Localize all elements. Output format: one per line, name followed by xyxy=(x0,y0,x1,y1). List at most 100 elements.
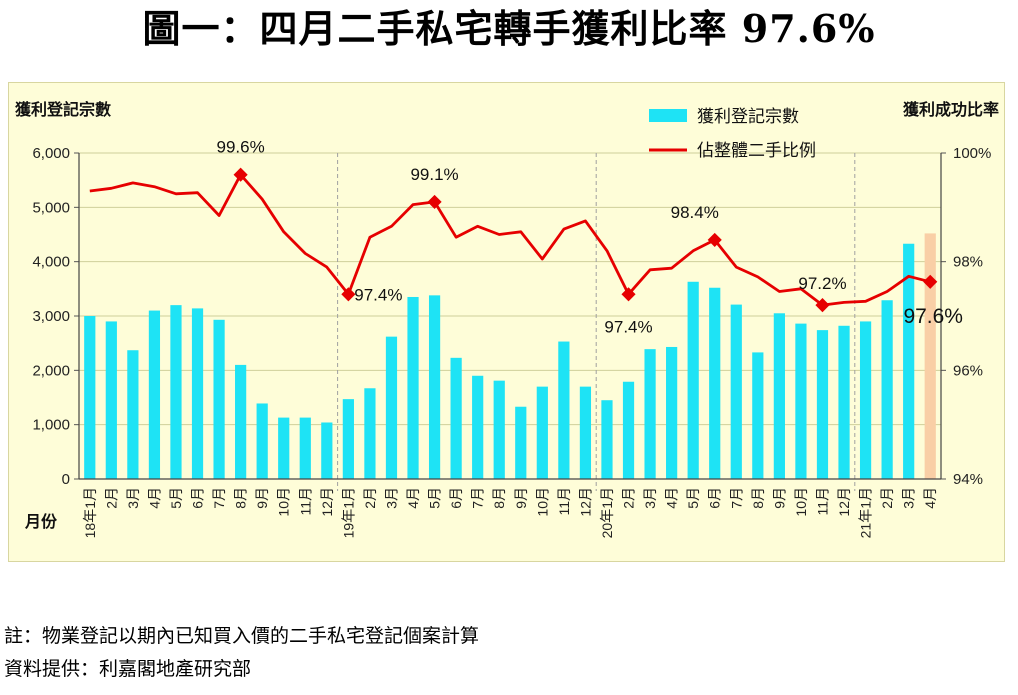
x-tick-label: 3月 xyxy=(901,487,917,509)
data-label: 97.4% xyxy=(354,285,402,304)
left-tick-label: 6,000 xyxy=(32,145,70,162)
left-tick-label: 5,000 xyxy=(32,199,70,216)
data-label: 99.6% xyxy=(217,138,265,157)
x-tick-label: 12月 xyxy=(836,487,852,517)
x-tick-label: 12月 xyxy=(319,487,335,517)
left-axis-title: 獲利登記宗數 xyxy=(15,100,111,119)
bar xyxy=(709,287,721,479)
bar xyxy=(191,308,204,479)
bar xyxy=(644,349,656,479)
x-tick-label: 20年1月 xyxy=(599,487,615,538)
x-tick-label: 10月 xyxy=(793,487,809,517)
bar xyxy=(278,417,290,479)
bar xyxy=(903,243,915,479)
x-tick-label: 2月 xyxy=(879,487,895,509)
bar xyxy=(558,341,570,479)
bar xyxy=(342,399,354,479)
bar xyxy=(601,400,613,479)
x-tick-label: 8月 xyxy=(750,487,766,509)
data-label: 99.1% xyxy=(410,165,458,184)
x-tick-label: 9月 xyxy=(771,487,787,509)
bar xyxy=(256,403,268,479)
bar xyxy=(407,296,419,479)
footnote: 註：物業登記以期內已知買入價的二手私宅登記個案計算 xyxy=(4,625,480,647)
bar xyxy=(213,319,225,479)
x-tick-label: 21年1月 xyxy=(858,487,874,538)
data-label: 97.6% xyxy=(903,305,963,328)
right-tick-label: 96% xyxy=(953,362,983,379)
x-tick-label: 5月 xyxy=(168,487,184,509)
right-tick-label: 98% xyxy=(953,254,983,271)
data-label: 97.2% xyxy=(798,274,846,293)
x-tick-label: 6月 xyxy=(190,487,206,509)
x-tick-label: 7月 xyxy=(211,487,227,509)
bar xyxy=(924,233,936,479)
bar xyxy=(450,357,462,479)
x-tick-label: 3月 xyxy=(642,487,658,509)
x-tick-label: 11月 xyxy=(297,487,313,516)
source-note: 資料提供：利嘉閣地產研究部 xyxy=(4,658,252,680)
x-tick-label: 4月 xyxy=(146,487,162,509)
bar xyxy=(687,281,699,479)
x-tick-label: 3月 xyxy=(383,487,399,509)
bar xyxy=(428,295,441,479)
x-tick-label: 7月 xyxy=(470,487,486,509)
bar xyxy=(472,375,484,479)
line-marker xyxy=(815,298,830,313)
left-tick-label: 1,000 xyxy=(32,417,70,434)
x-tick-label: 9月 xyxy=(254,487,270,509)
left-tick-label: 0 xyxy=(62,471,70,488)
left-tick-label: 4,000 xyxy=(32,254,70,271)
bar xyxy=(838,325,850,479)
bar xyxy=(536,386,548,479)
right-tick-label: 94% xyxy=(953,471,983,488)
line-marker xyxy=(341,287,356,302)
line-marker xyxy=(621,287,636,302)
left-tick-label: 2,000 xyxy=(32,362,70,379)
combo-chart: 0 1,000 2,000 3,000 4,000 5,000 6,000 94% 96% 98%… xyxy=(15,100,999,538)
x-tick-label: 2月 xyxy=(621,487,637,509)
line-marker xyxy=(923,274,938,289)
bar xyxy=(235,364,247,479)
bar xyxy=(84,316,96,479)
line-marker xyxy=(233,167,248,182)
bar xyxy=(622,381,635,479)
bar xyxy=(515,406,527,479)
x-tick-label: 18年1月 xyxy=(82,487,98,538)
page-title: 圖一：四月二手私宅轉手獲利比率 97.6% xyxy=(142,6,876,51)
x-tick-label: 6月 xyxy=(707,487,723,509)
bar xyxy=(752,352,764,479)
bar xyxy=(127,350,139,479)
bar xyxy=(666,346,678,479)
left-tick-label: 3,000 xyxy=(32,308,70,325)
x-tick-label: 5月 xyxy=(427,487,443,509)
legend-line-label: 佔整體二手比例 xyxy=(697,141,816,160)
x-tick-label: 9月 xyxy=(513,487,529,509)
bar xyxy=(105,321,117,479)
right-tick-label: 100% xyxy=(953,145,991,162)
x-tick-label: 4月 xyxy=(922,487,938,509)
line-marker xyxy=(707,232,722,248)
bar xyxy=(321,422,333,479)
bar xyxy=(385,336,398,479)
bar xyxy=(170,305,182,479)
bar xyxy=(816,330,829,479)
bar xyxy=(148,310,161,479)
bar xyxy=(795,323,807,479)
x-tick-label: 12月 xyxy=(577,487,593,517)
legend-bar-label: 獲利登記宗數 xyxy=(697,107,799,126)
x-tick-label: 3月 xyxy=(125,487,141,509)
x-tick-label: 4月 xyxy=(664,487,680,509)
line-marker xyxy=(427,194,442,209)
x-tick-label: 19年1月 xyxy=(340,487,356,538)
x-tick-label: 11月 xyxy=(814,487,830,516)
legend-bar-swatch xyxy=(649,109,687,122)
x-tick-label: 6月 xyxy=(448,487,464,509)
x-axis-title: 月份 xyxy=(24,512,58,531)
x-tick-label: 2月 xyxy=(103,487,119,509)
bar xyxy=(579,386,592,479)
bar xyxy=(773,313,785,479)
bar xyxy=(881,300,893,479)
x-tick-label: 8月 xyxy=(491,487,507,509)
chart-area: 0 1,000 2,000 3,000 4,000 5,000 6,000 94% 96% 98%… xyxy=(8,82,1005,562)
